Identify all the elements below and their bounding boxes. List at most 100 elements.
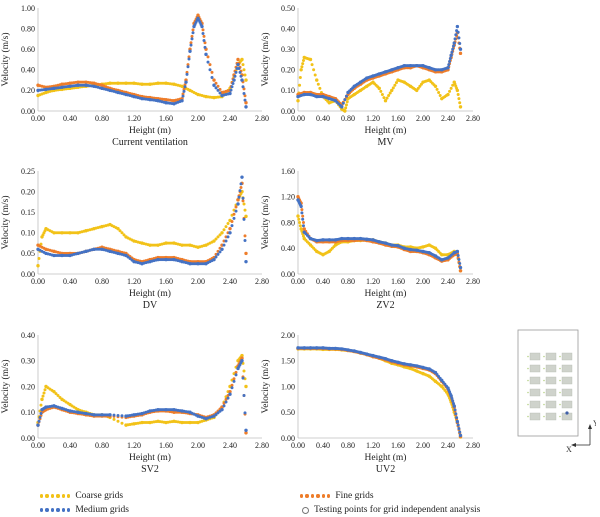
y-axis-label: Velocity (m/s) — [260, 359, 271, 413]
data-point — [37, 257, 41, 261]
y-tick-label: 0.20 — [21, 187, 35, 196]
data-point — [451, 83, 455, 87]
data-point — [453, 408, 457, 412]
x-axis-label: Height (m) — [129, 288, 171, 299]
series-fine — [296, 346, 463, 439]
data-point — [214, 255, 218, 259]
data-point — [458, 42, 462, 46]
data-point — [449, 86, 453, 90]
x-tick-label: 2.00 — [191, 114, 205, 123]
x-tick-label: 1.20 — [127, 277, 141, 286]
x-tick-label: 1.60 — [391, 277, 405, 286]
data-point — [457, 426, 461, 430]
data-point — [36, 264, 40, 268]
data-point — [202, 34, 206, 38]
data-point — [108, 413, 112, 417]
data-point — [458, 265, 463, 270]
series-medium — [296, 24, 463, 109]
legend-testing: Testing points for grid independent anal… — [302, 505, 480, 515]
y-tick-label: 0.05 — [21, 249, 35, 258]
data-point — [52, 389, 56, 394]
panel-caption: DV — [143, 300, 158, 311]
data-point — [226, 235, 230, 239]
data-point — [343, 109, 347, 113]
series-medium — [36, 359, 248, 432]
data-point — [437, 90, 441, 94]
y-tick-label: 0.40 — [281, 244, 295, 253]
data-point — [456, 30, 460, 34]
data-point — [298, 83, 302, 87]
y-tick-label: 0.40 — [21, 331, 35, 340]
data-point — [452, 41, 456, 45]
data-point — [458, 433, 463, 438]
x-tick-label: 1.60 — [159, 114, 173, 123]
legend-coarse-marker — [40, 494, 71, 498]
data-point — [230, 224, 234, 228]
data-point — [233, 74, 237, 78]
data-point — [242, 369, 246, 373]
data-point — [189, 43, 193, 47]
data-point — [457, 97, 461, 101]
data-point — [181, 94, 185, 98]
data-point — [451, 44, 455, 48]
data-point — [458, 430, 462, 434]
data-point — [232, 379, 236, 383]
data-point — [242, 91, 246, 95]
data-point — [453, 37, 457, 41]
inset-testing-point — [559, 379, 561, 382]
x-tick-label: 2.80 — [255, 277, 269, 286]
data-point — [390, 88, 394, 93]
data-point — [186, 65, 190, 69]
y-axis-label: Velocity (m/s) — [260, 32, 271, 86]
y-tick-label: 0.20 — [281, 66, 295, 75]
data-point — [116, 226, 120, 231]
data-point — [218, 91, 222, 95]
data-point — [118, 229, 122, 233]
x-tick-label: 0.80 — [341, 114, 355, 123]
x-tick-label: 2.80 — [255, 441, 269, 450]
data-point — [236, 202, 240, 206]
data-point — [120, 231, 124, 235]
data-point — [122, 233, 126, 237]
data-point — [244, 101, 248, 105]
x-tick-label: 2.80 — [466, 277, 480, 286]
data-point — [186, 63, 190, 67]
x-tick-label: 0.80 — [95, 441, 109, 450]
inset-workstation — [529, 412, 541, 421]
data-point — [54, 392, 58, 396]
data-point — [224, 239, 228, 243]
data-point — [435, 87, 439, 91]
data-point — [451, 399, 455, 403]
x-tick-label: 2.40 — [223, 441, 237, 450]
data-point — [388, 91, 392, 95]
data-point — [450, 50, 454, 54]
data-point — [240, 356, 244, 360]
x-axis-label: Height (m) — [129, 125, 171, 136]
inset-testing-point — [527, 415, 529, 418]
data-point — [243, 239, 247, 243]
x-tick-label: 1.60 — [159, 441, 173, 450]
data-point — [242, 202, 246, 206]
data-point — [301, 224, 305, 228]
data-point — [190, 34, 194, 38]
data-point — [183, 83, 187, 87]
data-point — [433, 84, 438, 88]
x-tick-label: 0.00 — [291, 441, 305, 450]
data-point — [189, 41, 193, 45]
inset-workstation — [561, 352, 573, 361]
y-tick-label: 0.50 — [281, 4, 295, 13]
series-coarse — [36, 353, 248, 427]
data-point — [191, 31, 195, 35]
data-point — [244, 384, 248, 389]
inset-workstation — [561, 400, 573, 409]
data-point — [438, 94, 442, 98]
data-point — [340, 105, 344, 109]
data-point — [216, 88, 220, 92]
y-axis-label: Velocity (m/s) — [0, 359, 11, 413]
series-fine — [296, 195, 463, 273]
data-point — [226, 396, 230, 400]
x-arrowhead — [571, 443, 576, 447]
inset-workstation — [545, 352, 557, 361]
data-point — [234, 70, 238, 74]
